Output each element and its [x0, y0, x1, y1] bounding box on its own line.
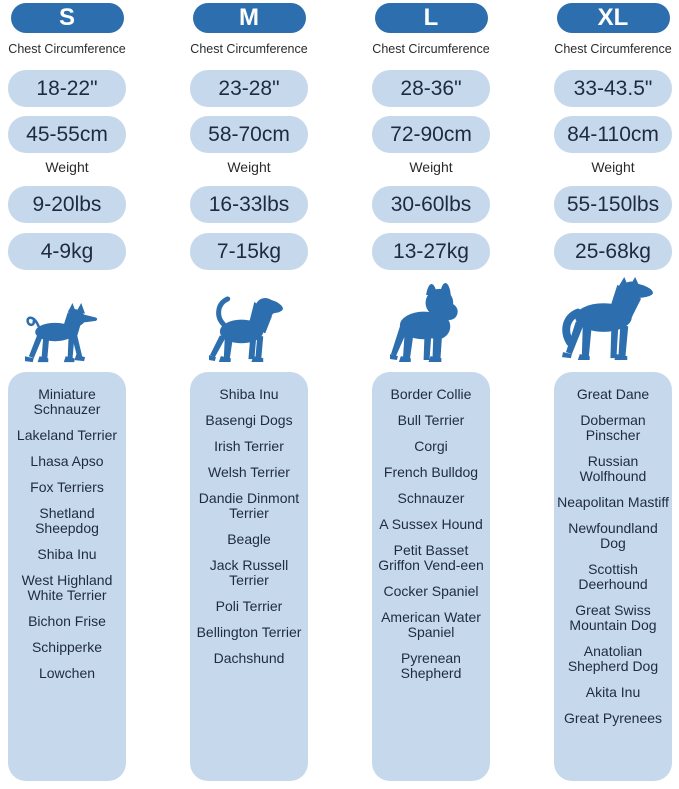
breed-item: Beagle	[227, 531, 271, 547]
chest-circumference-label: Chest Circumference	[190, 42, 308, 56]
breed-item: Shiba Inu	[219, 386, 279, 402]
weight-lbs-value: 9-20lbs	[8, 186, 126, 223]
size-badge-s: S	[10, 3, 124, 33]
size-badge-xl: XL	[556, 3, 670, 33]
breed-item: A Sussex Hound	[379, 516, 483, 532]
breed-item: Cocker Spaniel	[383, 583, 479, 599]
size-badge-m: M	[192, 3, 306, 33]
breed-item: Bull Terrier	[397, 412, 465, 428]
chest-cm-value: 72-90cm	[372, 116, 490, 153]
dog-illustration-area	[554, 270, 672, 367]
breed-item: Lakeland Terrier	[16, 427, 118, 443]
chest-cm-value: 84-110cm	[554, 116, 672, 153]
weight-lbs-value: 55-150lbs	[554, 186, 672, 223]
medium-dog-silhouette-icon	[208, 296, 283, 363]
weight-lbs-value: 16-33lbs	[190, 186, 308, 223]
breed-item: Akita Inu	[585, 684, 641, 700]
chest-circumference-label: Chest Circumference	[372, 42, 490, 56]
breed-item: Shiba Inu	[37, 546, 97, 562]
chest-cm-value: 58-70cm	[190, 116, 308, 153]
breed-item: Dandie Dinmont Terrier	[198, 490, 300, 521]
breed-list: Great Dane Doberman Pinscher Russian Wol…	[554, 372, 672, 781]
breed-item: Neapolitan Mastiff	[557, 494, 669, 510]
chest-circumference-label: Chest Circumference	[8, 42, 126, 56]
breed-item: Fox Terriers	[30, 479, 104, 495]
breed-item: Lowchen	[38, 665, 96, 681]
breed-list: Border Collie Bull Terrier Corgi French …	[372, 372, 490, 781]
weight-kg-value: 13-27kg	[372, 233, 490, 270]
dog-illustration-area	[190, 270, 308, 367]
weight-kg-value: 4-9kg	[8, 233, 126, 270]
breed-item: American Water Spaniel	[381, 609, 481, 640]
breed-list: Miniature Schnauzer Lakeland Terrier Lha…	[8, 372, 126, 781]
weight-label: Weight	[45, 159, 89, 175]
chest-inches-value: 33-43.5"	[554, 70, 672, 107]
breed-item: Welsh Terrier	[208, 464, 290, 480]
size-column-xl: XL Chest Circumference 33-43.5" 84-110cm…	[554, 3, 672, 781]
weight-label: Weight	[409, 159, 453, 175]
large-dog-silhouette-icon	[389, 283, 458, 363]
chest-circumference-label: Chest Circumference	[554, 42, 672, 56]
weight-kg-value: 25-68kg	[554, 233, 672, 270]
breed-list: Shiba Inu Basengi Dogs Irish Terrier Wel…	[190, 372, 308, 781]
breed-item: Jack Russell Terrier	[209, 557, 289, 588]
breed-item: Russian Wolfhound	[579, 453, 647, 484]
breed-item: Miniature Schnauzer	[33, 386, 101, 417]
chest-cm-value: 45-55cm	[8, 116, 126, 153]
small-dog-silhouette-icon	[25, 302, 98, 363]
size-column-s: S Chest Circumference 18-22" 45-55cm Wei…	[8, 3, 126, 781]
breed-item: Schnauzer	[397, 490, 465, 506]
breed-item: Newfoundland Dog	[568, 520, 658, 551]
xlarge-dog-silhouette-icon	[562, 277, 654, 361]
breed-item: Anatolian Shepherd Dog	[567, 643, 659, 674]
breed-item: Poli Terrier	[215, 598, 283, 614]
breed-item: Bellington Terrier	[196, 624, 302, 640]
breed-item: Great Pyrenees	[563, 710, 663, 726]
breed-item: Bichon Frise	[28, 613, 106, 629]
breed-item: Schipperke	[31, 639, 103, 655]
breed-item: Doberman Pinscher	[580, 412, 646, 443]
weight-kg-value: 7-15kg	[190, 233, 308, 270]
breed-item: Irish Terrier	[214, 438, 284, 454]
breed-item: Border Collie	[390, 386, 472, 402]
breed-item: Shetland Sheepdog	[35, 505, 99, 536]
breed-item: Petit Basset Griffon Vend-een	[378, 542, 484, 573]
breed-item: Pyrenean Shepherd	[400, 650, 462, 681]
weight-label: Weight	[591, 159, 635, 175]
breed-item: Corgi	[414, 438, 448, 454]
dog-illustration-area	[8, 270, 126, 367]
breed-item: Scottish Deerhound	[578, 561, 648, 592]
size-badge-l: L	[374, 3, 488, 33]
size-column-l: L Chest Circumference 28-36" 72-90cm Wei…	[372, 3, 490, 781]
breed-item: Great Swiss Mountain Dog	[569, 602, 657, 633]
weight-label: Weight	[227, 159, 271, 175]
size-column-m: M Chest Circumference 23-28" 58-70cm Wei…	[190, 3, 308, 781]
chest-inches-value: 28-36"	[372, 70, 490, 107]
breed-item: Basengi Dogs	[205, 412, 293, 428]
breed-item: Lhasa Apso	[30, 453, 104, 469]
breed-item: French Bulldog	[383, 464, 479, 480]
breed-item: Great Dane	[576, 386, 650, 402]
chest-inches-value: 23-28"	[190, 70, 308, 107]
chest-inches-value: 18-22"	[8, 70, 126, 107]
breed-item: Dachshund	[213, 650, 285, 666]
weight-lbs-value: 30-60lbs	[372, 186, 490, 223]
dog-illustration-area	[372, 270, 490, 367]
breed-item: West Highland White Terrier	[21, 572, 113, 603]
